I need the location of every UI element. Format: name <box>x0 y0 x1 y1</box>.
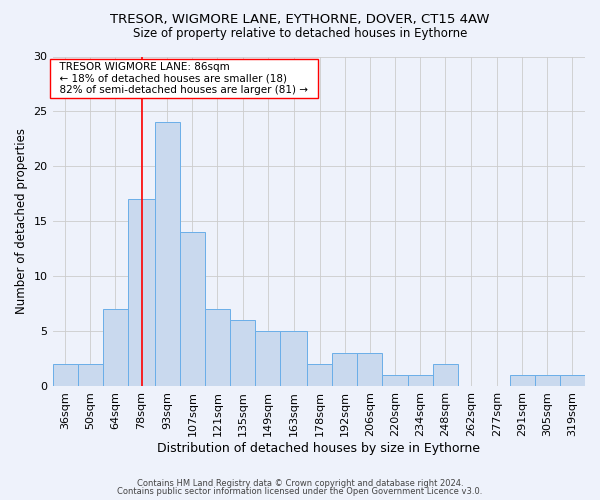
Bar <box>332 354 358 386</box>
Bar <box>128 200 155 386</box>
Bar <box>560 376 585 386</box>
Text: TRESOR WIGMORE LANE: 86sqm  
  ← 18% of detached houses are smaller (18)  
  82%: TRESOR WIGMORE LANE: 86sqm ← 18% of deta… <box>53 62 315 95</box>
Bar <box>103 310 128 386</box>
Bar <box>280 332 307 386</box>
Bar <box>53 364 77 386</box>
Bar <box>230 320 255 386</box>
Bar <box>535 376 560 386</box>
Bar <box>382 376 407 386</box>
Bar <box>205 310 230 386</box>
Bar <box>77 364 103 386</box>
Bar <box>155 122 180 386</box>
Bar <box>433 364 458 386</box>
X-axis label: Distribution of detached houses by size in Eythorne: Distribution of detached houses by size … <box>157 442 480 455</box>
Text: Contains HM Land Registry data © Crown copyright and database right 2024.: Contains HM Land Registry data © Crown c… <box>137 478 463 488</box>
Text: Contains public sector information licensed under the Open Government Licence v3: Contains public sector information licen… <box>118 487 482 496</box>
Bar <box>510 376 535 386</box>
Y-axis label: Number of detached properties: Number of detached properties <box>15 128 28 314</box>
Bar <box>358 354 382 386</box>
Bar <box>180 232 205 386</box>
Bar <box>307 364 332 386</box>
Bar <box>255 332 280 386</box>
Bar <box>407 376 433 386</box>
Text: TRESOR, WIGMORE LANE, EYTHORNE, DOVER, CT15 4AW: TRESOR, WIGMORE LANE, EYTHORNE, DOVER, C… <box>110 12 490 26</box>
Text: Size of property relative to detached houses in Eythorne: Size of property relative to detached ho… <box>133 28 467 40</box>
